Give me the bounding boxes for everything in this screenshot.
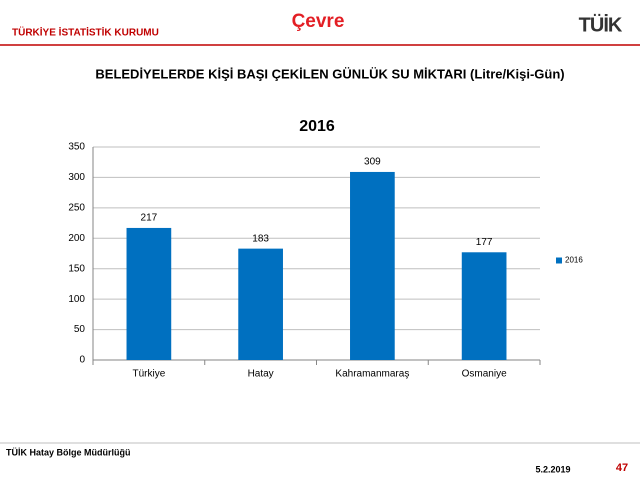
slide-title: BELEDİYELERDE KİŞİ BAŞI ÇEKİLEN GÜNLÜK S… <box>95 66 564 81</box>
y-tick-label: 0 <box>79 355 85 366</box>
y-tick-label: 50 <box>74 324 86 335</box>
bar <box>126 227 172 360</box>
logo: TÜİK <box>579 13 623 36</box>
data-label: 309 <box>364 157 381 168</box>
y-tick-label: 100 <box>68 294 85 305</box>
data-label: 217 <box>141 213 158 224</box>
x-tick-label: Osmaniye <box>462 369 507 380</box>
legend-label: 2016 <box>565 256 583 265</box>
y-tick-label: 250 <box>68 202 85 213</box>
bar <box>461 252 507 360</box>
bar <box>238 248 283 360</box>
section-title: Çevre <box>292 11 345 32</box>
footer-date: 5.2.2019 <box>535 464 570 474</box>
legend-swatch <box>556 257 562 264</box>
data-label: 177 <box>476 237 493 248</box>
footer-office: TÜİK Hatay Bölge Müdürlüğü <box>6 447 131 457</box>
y-tick-label: 200 <box>68 233 85 244</box>
x-tick-label: Türkiye <box>132 369 165 380</box>
chart-title: 2016 <box>299 118 335 135</box>
data-label: 183 <box>252 233 269 244</box>
y-tick-label: 150 <box>68 263 85 274</box>
y-tick-label: 350 <box>68 142 85 153</box>
page-number: 47 <box>616 462 628 474</box>
x-tick-label: Kahramanmaraş <box>335 369 409 380</box>
y-tick-label: 300 <box>68 172 85 183</box>
bar <box>350 171 395 360</box>
organization: TÜRKİYE İSTATİSTİK KURUMU <box>12 26 159 39</box>
x-tick-label: Hatay <box>248 369 274 380</box>
